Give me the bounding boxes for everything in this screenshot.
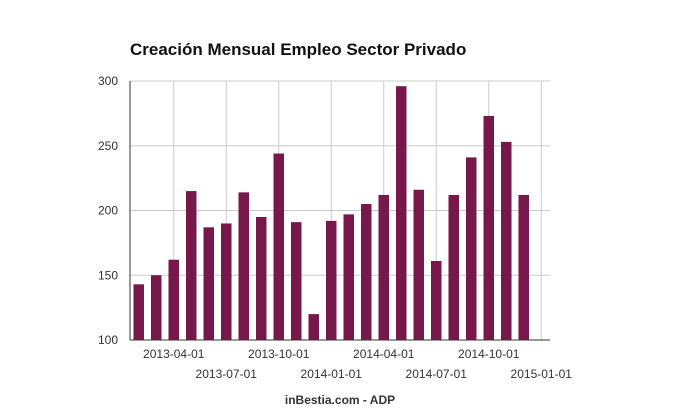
bar	[483, 115, 494, 340]
x-tick-label: 2013-04-01	[143, 347, 205, 361]
bar	[413, 189, 424, 340]
bar	[361, 204, 372, 340]
x-tick-label: 2014-04-01	[353, 347, 415, 361]
bar	[466, 157, 477, 340]
bar	[518, 194, 529, 340]
bar	[308, 314, 319, 340]
x-tick-label: 2015-01-01	[511, 367, 573, 381]
x-tick-label: 2013-07-01	[196, 367, 258, 381]
bar	[221, 223, 232, 340]
bar	[133, 284, 144, 340]
y-tick-label: 300	[98, 74, 118, 88]
bars	[133, 86, 529, 341]
y-tick-label: 150	[98, 268, 118, 282]
bar	[326, 220, 337, 340]
bar	[238, 192, 249, 340]
bar	[256, 216, 267, 340]
bar	[186, 191, 197, 340]
y-tick-label: 250	[98, 139, 118, 153]
bar	[396, 86, 407, 341]
x-tick-label: 2014-01-01	[301, 367, 363, 381]
bar	[343, 214, 354, 340]
bar	[378, 194, 389, 340]
bar	[448, 194, 459, 340]
x-tick-label: 2014-10-01	[458, 347, 520, 361]
bar	[203, 227, 214, 340]
bar	[151, 275, 162, 340]
bar	[291, 222, 302, 340]
bar	[273, 153, 284, 340]
bar	[168, 259, 179, 340]
x-tick-label: 2014-07-01	[406, 367, 468, 381]
x-tick-label: 2013-10-01	[248, 347, 310, 361]
chart-title: Creación Mensual Empleo Sector Privado	[130, 40, 466, 59]
source-credit: inBestia.com - ADP	[285, 393, 395, 407]
y-tick-labels: 100 150 200 250 300	[98, 74, 118, 347]
y-tick-label: 200	[98, 204, 118, 218]
y-tick-label: 100	[98, 333, 118, 347]
bar	[501, 141, 512, 340]
axes	[129, 81, 550, 341]
x-tick-labels: 2013-04-01 2013-07-01 2013-10-01 2014-01-01…	[143, 347, 572, 381]
bar	[431, 261, 442, 340]
